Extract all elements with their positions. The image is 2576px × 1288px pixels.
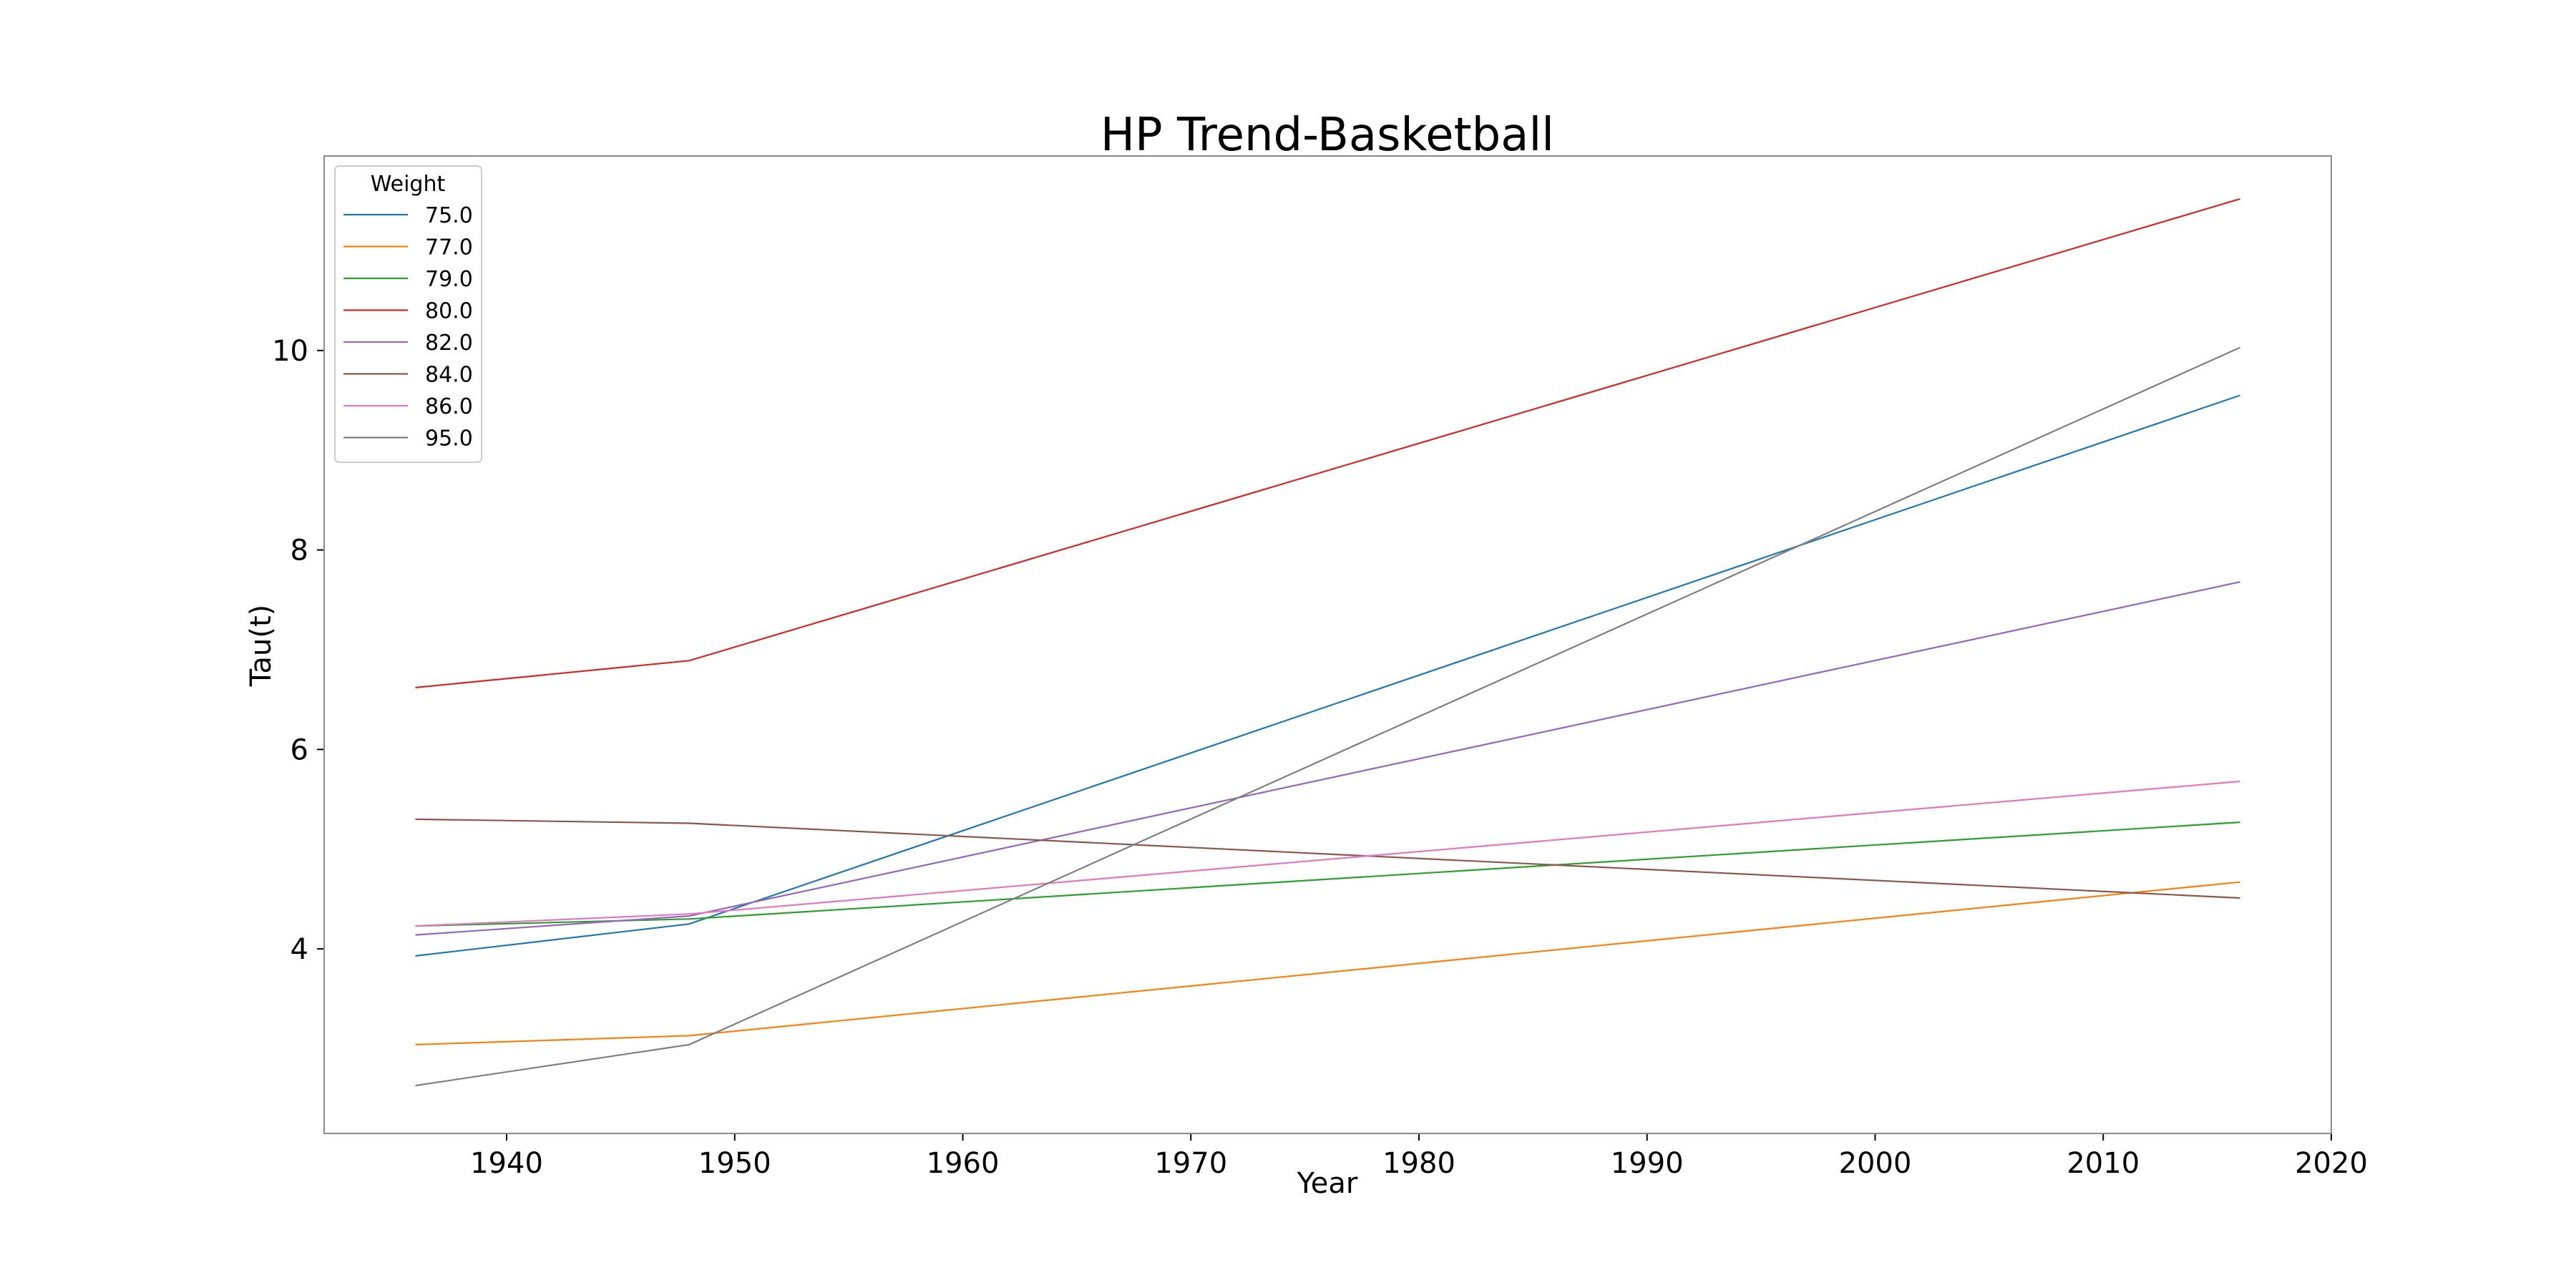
legend-label: 95.0 [425, 426, 473, 452]
legend: Weight 75.0 77.0 79.0 80.0 82.0 84.0 86.0 95.0 [334, 165, 482, 463]
legend-label: 77.0 [425, 235, 473, 260]
legend-label: 79.0 [425, 267, 473, 292]
x-tick-label: 1980 [1382, 1147, 1455, 1180]
axis-ticks: 1940 1950 1960 1970 1980 1990 2000 2010 2020 4 6 8 1… [272, 335, 2368, 1180]
series-line-84.0 [415, 818, 2240, 899]
x-axis-label: Year [1297, 1167, 1358, 1200]
series-line-82.0 [415, 581, 2240, 936]
legend-label: 84.0 [425, 363, 473, 388]
x-tick-label: 1940 [470, 1147, 543, 1180]
y-tick-label: 6 [291, 733, 308, 766]
x-tick-label: 2000 [1839, 1147, 1912, 1180]
legend-label: 75.0 [425, 203, 473, 228]
x-tick-label: 2020 [2295, 1147, 2368, 1180]
y-tick-label: 10 [272, 335, 308, 368]
series-line-79.0 [415, 821, 2240, 927]
y-tick-label: 4 [291, 933, 308, 966]
x-tick-label: 1960 [927, 1147, 1000, 1180]
series-line-75.0 [415, 394, 2240, 957]
legend-label: 86.0 [425, 394, 473, 419]
series-line-77.0 [415, 881, 2240, 1045]
series-line-95.0 [415, 346, 2240, 1087]
series-line-80.0 [415, 197, 2240, 688]
x-tick-label: 1990 [1611, 1147, 1684, 1180]
x-tick-label: 1950 [698, 1147, 771, 1180]
x-tick-label: 2010 [2067, 1147, 2140, 1180]
legend-box [334, 165, 482, 463]
y-axis-label: Tau(t) [245, 605, 278, 688]
legend-title: Weight [371, 172, 446, 197]
series-line-86.0 [415, 780, 2240, 927]
x-tick-label: 1970 [1154, 1147, 1227, 1180]
plot-series [415, 197, 2240, 1087]
chart-title: HP Trend-Basketball [1101, 109, 1554, 162]
y-tick-label: 8 [291, 535, 308, 567]
legend-label: 80.0 [425, 299, 473, 324]
legend-label: 82.0 [425, 331, 473, 356]
plot-area-frame [323, 155, 2332, 1134]
